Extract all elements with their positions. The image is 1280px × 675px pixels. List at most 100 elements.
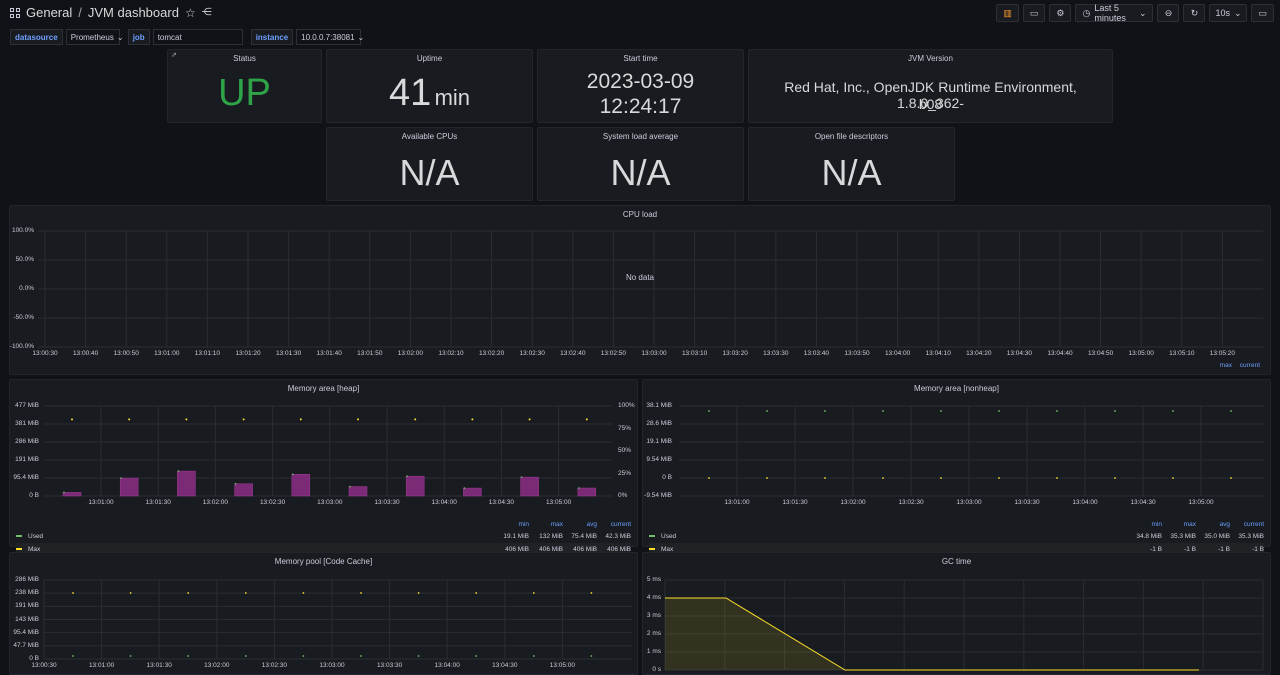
- zoom-out-button[interactable]: ⊖: [1157, 4, 1180, 22]
- heap-max-point: [71, 418, 73, 421]
- y-tick-label: 0 B: [662, 474, 672, 481]
- codecache-max-point: [360, 592, 362, 594]
- panel-available-cpus[interactable]: Available CPUs N/A: [326, 127, 533, 201]
- nonheap-used-point: [1172, 410, 1174, 412]
- refresh-icon: ↻: [1190, 7, 1199, 18]
- uptime-value: 41 min: [327, 72, 532, 115]
- legend-column-max[interactable]: max: [550, 520, 563, 528]
- refresh-interval-picker[interactable]: 10s ⌄: [1209, 4, 1248, 22]
- variable-value: 10.0.0.7:38081: [301, 32, 355, 42]
- legend-column-current[interactable]: current: [1243, 520, 1264, 528]
- codecache-used-point: [360, 655, 362, 657]
- x-tick-label: 13:04:00: [884, 350, 911, 357]
- legend-column-avg[interactable]: avg: [586, 520, 597, 528]
- x-tick-label: 13:01:40: [316, 350, 342, 357]
- legend-max[interactable]: max: [1219, 362, 1232, 369]
- legend-value: -1 B: [1184, 545, 1196, 553]
- y-tick-label: 9.54 MiB: [646, 456, 672, 463]
- legend-header-cells: min max avg current: [495, 521, 631, 528]
- heap-used-point: [234, 482, 237, 485]
- legend-column-min[interactable]: min: [518, 520, 529, 528]
- load-value: N/A: [610, 152, 671, 193]
- x-tick-label: 13:04:40: [1047, 350, 1073, 357]
- panel-start-time[interactable]: Start time 2023-03-09 12:24:17: [537, 49, 744, 123]
- star-icon[interactable]: ☆: [184, 5, 196, 20]
- legend-column-avg[interactable]: avg: [1219, 520, 1230, 528]
- x-tick-label: 13:01:00: [88, 662, 115, 669]
- x-tick-label: 13:03:30: [763, 350, 789, 357]
- panel-uptime[interactable]: Uptime 41 min: [326, 49, 533, 123]
- panel-open-fds[interactable]: Open file descriptors N/A: [748, 127, 955, 201]
- nonheap-max-point: [998, 477, 1000, 479]
- nonheap-max-point: [1114, 477, 1116, 479]
- legend-series-name: Used: [28, 532, 44, 540]
- x-tick-label: 13:05:00: [1188, 499, 1214, 506]
- x-tick-label: 13:04:00: [431, 499, 457, 506]
- settings-button[interactable]: ⚙: [1049, 4, 1072, 22]
- legend-row-used[interactable]: Used 34.8 MiB 35.3 MiB 35.0 MiB 35.3 MiB: [649, 530, 1264, 542]
- panel-system-load[interactable]: System load average N/A: [537, 127, 744, 201]
- panel-cpu-load[interactable]: CPU load 100.0% 50.0% 0.0% -50.0% -100.0% 13…: [9, 205, 1271, 375]
- panel-link-icon[interactable]: ⇗: [171, 52, 177, 59]
- variable-select-instance[interactable]: 10.0.0.7:38081 ⌄: [296, 29, 364, 45]
- dashboard-title[interactable]: JVM dashboard: [87, 5, 179, 20]
- x-tick-label: 13:03:40: [803, 350, 830, 357]
- panel-gc-time[interactable]: GC time 5 ms 4 ms 3 ms 2 ms 1 ms 0 s: [642, 552, 1271, 675]
- add-panel-icon: ▥: [1003, 7, 1012, 18]
- plot-area: [43, 579, 632, 660]
- variable-label-datasource: datasource: [10, 29, 63, 45]
- legend-column-current[interactable]: current: [610, 520, 631, 528]
- panel-memory-code-cache[interactable]: Memory pool [Code Cache] 286 MiB 238 MiB 1…: [9, 552, 638, 675]
- legend-header: min max avg current: [16, 518, 631, 530]
- nonheap-used-point: [824, 410, 826, 412]
- legend-color-marker: [16, 548, 22, 550]
- heap-used-point: [578, 487, 580, 489]
- heap-used-point: [120, 477, 122, 479]
- codecache-used-point: [475, 655, 478, 657]
- legend-current[interactable]: current: [1239, 362, 1260, 369]
- legend-values: -1 B -1 B -1 B -1 B: [1128, 546, 1264, 553]
- y2-tick-label: 0%: [618, 492, 628, 499]
- x-tick-label: 13:01:00: [154, 350, 180, 357]
- save-button[interactable]: ▭: [1022, 4, 1046, 22]
- tv-mode-button[interactable]: ▭: [1251, 4, 1274, 22]
- x-tick-label: 13:01:00: [724, 499, 750, 506]
- add-panel-button[interactable]: ▥: [996, 4, 1019, 22]
- panel-title: Available CPUs: [401, 132, 458, 141]
- y-tick-label: 50.0%: [15, 256, 34, 263]
- x-tick-label: 13:02:00: [840, 499, 866, 506]
- panel-memory-nonheap[interactable]: Memory area [nonheap] 38.1 MiB 28.6 MiB 19…: [642, 379, 1271, 555]
- y-tick-label: 4 ms: [646, 594, 661, 601]
- panel-status[interactable]: ⇗ Status UP: [167, 49, 322, 123]
- chevron-down-icon: ⌄: [357, 32, 365, 42]
- x-tick-label: 13:01:00: [88, 499, 114, 506]
- plot-area: [679, 405, 1264, 497]
- refresh-button[interactable]: ↻: [1183, 4, 1206, 22]
- x-tick-label: 13:04:20: [966, 350, 992, 357]
- variable-select-datasource[interactable]: Prometheus ⌄: [65, 29, 124, 45]
- y-tick-label: 0.0%: [19, 285, 34, 292]
- heap-max-point: [528, 418, 531, 421]
- panel-title: System load average: [602, 132, 679, 141]
- y-tick-label: -50.0%: [13, 314, 34, 321]
- panel-jvm-version[interactable]: JVM Version Red Hat, Inc., OpenJDK Runti…: [748, 49, 1113, 123]
- dashboards-icon[interactable]: [10, 7, 20, 18]
- x-tick-label: 13:04:00: [434, 662, 460, 669]
- panel-title: Uptime: [416, 54, 443, 63]
- heap-max-point: [299, 418, 302, 421]
- variable-input-job[interactable]: tomcat: [152, 29, 243, 45]
- nonheap-used-point: [940, 410, 942, 412]
- y-tick-label: 95.4 MiB: [13, 628, 39, 636]
- heap-used-bar: [234, 483, 253, 497]
- legend-column-min[interactable]: min: [1151, 520, 1162, 528]
- breadcrumb-folder[interactable]: General: [26, 5, 73, 20]
- legend-column-max[interactable]: max: [1183, 520, 1196, 528]
- x-tick-label: 13:01:30: [275, 350, 302, 357]
- y2-tick-label: 50%: [618, 447, 632, 454]
- panel-memory-heap[interactable]: Memory area [heap] 477 MiB 381 MiB 286 MiB…: [9, 379, 638, 555]
- y-tick-label: 1 ms: [646, 648, 661, 655]
- y-tick-label: 238 MiB: [15, 589, 39, 597]
- legend-row-used[interactable]: Used 19.1 MiB 132 MiB 75.4 MiB 42.3 MiB: [16, 530, 631, 542]
- time-picker[interactable]: ◷ Last 5 minutes ⌄: [1075, 3, 1154, 23]
- share-icon[interactable]: ⋲: [201, 7, 212, 18]
